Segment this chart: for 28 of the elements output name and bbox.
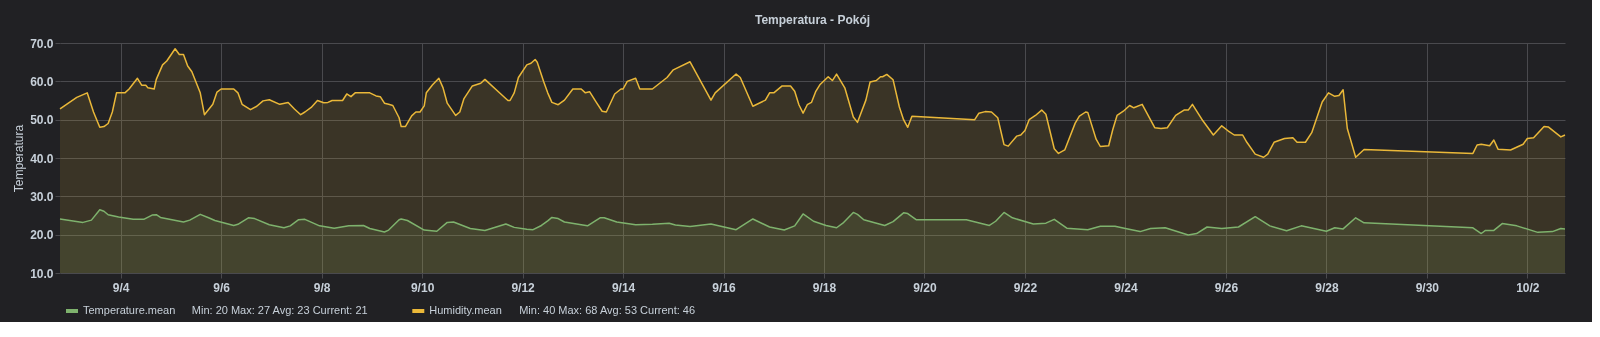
- x-tick-label: 9/24: [1114, 280, 1138, 295]
- x-tick-label: 9/30: [1415, 280, 1440, 295]
- y-tick-label: 30.0: [30, 189, 54, 204]
- x-tick-label: 9/10: [410, 280, 435, 295]
- y-axis-title: Temperatura: [12, 124, 27, 193]
- y-tick-label: 40.0: [30, 151, 54, 166]
- y-tick-label: 20.0: [30, 228, 54, 243]
- x-tick-label: 9/14: [611, 280, 636, 295]
- x-tick-label: 9/22: [1013, 280, 1038, 295]
- x-tick-label: 10/2: [1516, 280, 1540, 295]
- x-tick-label: 9/28: [1315, 280, 1339, 295]
- y-tick-label: 60.0: [30, 74, 54, 89]
- x-tick-label: 9/12: [511, 280, 536, 295]
- x-tick-label: 9/18: [812, 280, 837, 295]
- x-tick-label: 9/26: [1214, 280, 1239, 295]
- text: Min: 40 Max: 68 Avg: 53 Current: 46: [519, 304, 696, 316]
- x-tick-label: 9/20: [913, 280, 937, 295]
- x-tick-label: 9/6: [213, 280, 231, 295]
- y-tick-label: 50.0: [30, 113, 54, 128]
- y-tick-label: 70.0: [30, 36, 54, 51]
- x-tick-label: 9/4: [112, 280, 130, 295]
- x-tick-label: 9/8: [313, 280, 331, 295]
- y-tick-label: 10.0: [30, 266, 54, 281]
- legend-label: Humidity.mean: [429, 304, 502, 316]
- legend-label: Temperature.mean: [83, 304, 176, 316]
- chart-title: Temperatura - Pokój: [754, 13, 871, 27]
- text: Min: 20 Max: 27 Avg: 23 Current: 21: [191, 304, 368, 316]
- x-tick-label: 9/16: [712, 280, 737, 295]
